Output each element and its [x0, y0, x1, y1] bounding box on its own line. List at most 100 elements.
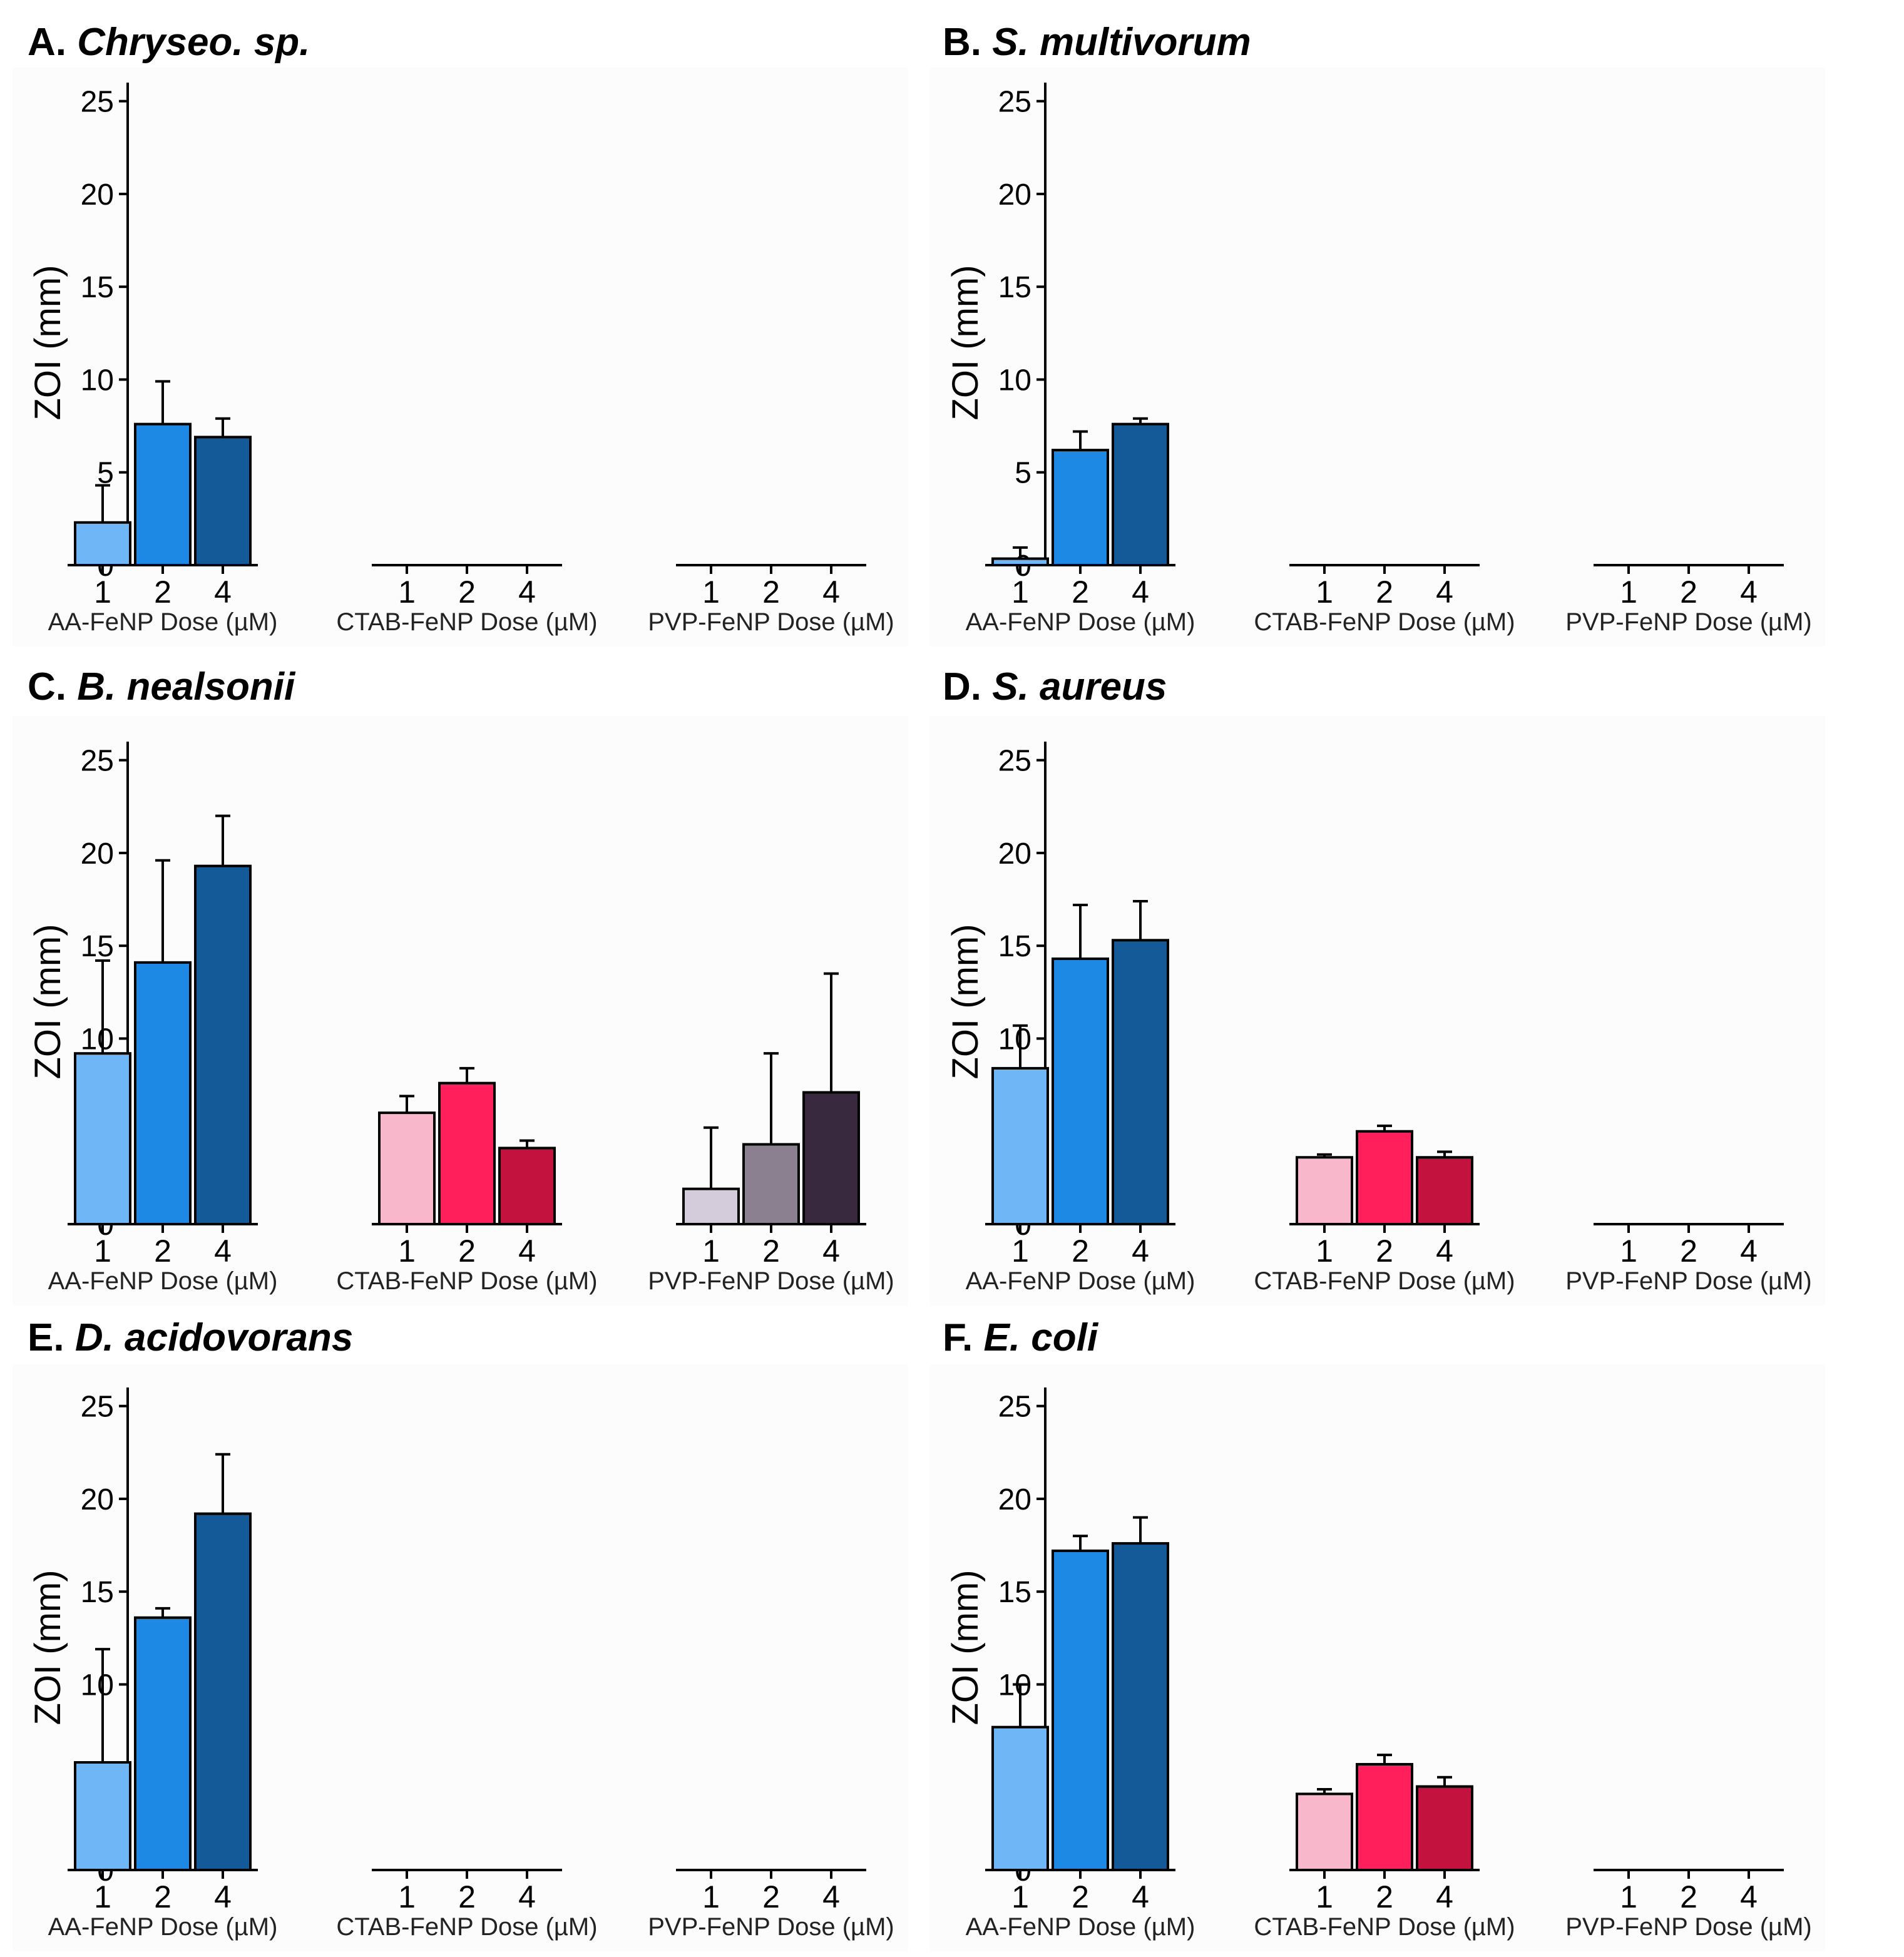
x-tick-label: 1: [1011, 1879, 1029, 1914]
panel-letter: C.: [28, 665, 77, 708]
bar-ctab-fenp-dose-1: [1296, 1156, 1353, 1225]
bar-aa-fenp-dose-4: [194, 1512, 252, 1872]
y-axis-title: ZOI (mm): [945, 924, 986, 1079]
x-axis-title: CTAB-FeNP Dose (µM): [336, 608, 597, 636]
x-tick-label: 2: [1072, 1234, 1089, 1269]
bar-ctab-fenp-dose-2: [438, 1081, 496, 1225]
y-tick-label: 25: [81, 1391, 114, 1424]
y-tick-label: 25: [81, 745, 114, 778]
panel-letter: B.: [943, 21, 992, 64]
x-tick-label: 1: [1316, 1879, 1333, 1914]
x-tick-label: 4: [1132, 575, 1149, 610]
x-axis-title: AA-FeNP Dose (µM): [966, 1267, 1195, 1295]
y-axis-title: ZOI (mm): [945, 265, 986, 420]
bar-aa-fenp-dose-2: [134, 961, 192, 1225]
chart-panel-d: D. S. aureus0510152025ZOI (mm)124AA-FeNP…: [930, 665, 1825, 1306]
y-tick-label: 20: [998, 837, 1031, 871]
panel-title: C. B. nealsonii: [28, 665, 296, 708]
x-tick-label: 4: [214, 575, 232, 610]
x-axis-title: PVP-FeNP Dose (µM): [1565, 608, 1812, 636]
panel-title: E. D. acidovorans: [28, 1316, 353, 1359]
x-tick-label: 1: [702, 1879, 720, 1914]
x-tick-label: 2: [1072, 1879, 1089, 1914]
y-tick-label: 20: [81, 1483, 114, 1516]
bar-pvp-fenp-dose-2: [742, 1143, 800, 1225]
x-tick-label: 2: [1376, 1234, 1393, 1269]
x-tick-label: 4: [1740, 1879, 1758, 1914]
y-tick-label: 15: [81, 930, 114, 963]
bar-ctab-fenp-dose-2: [1356, 1762, 1413, 1872]
y-axis-title: ZOI (mm): [945, 1570, 986, 1725]
y-tick-label: 25: [998, 86, 1031, 119]
x-tick-label: 2: [762, 1234, 780, 1269]
x-axis-title: PVP-FeNP Dose (µM): [1565, 1913, 1812, 1941]
panel-organism: B. nealsonii: [77, 665, 296, 708]
bar-aa-fenp-dose-2: [134, 422, 192, 567]
x-tick-label: 2: [1072, 575, 1089, 610]
x-axis-title: CTAB-FeNP Dose (µM): [1254, 1913, 1515, 1941]
x-tick-label: 1: [1011, 1234, 1029, 1269]
x-tick-label: 1: [398, 1234, 416, 1269]
y-axis-title: ZOI (mm): [28, 924, 68, 1079]
x-tick-label: 1: [702, 575, 720, 610]
panel-organism: S. aureus: [992, 665, 1167, 708]
x-tick-label: 4: [1436, 1879, 1453, 1914]
panel-title: B. S. multivorum: [943, 21, 1251, 64]
panel-title: A. Chryseo. sp.: [28, 21, 310, 64]
x-tick-label: 1: [398, 1879, 416, 1914]
x-tick-label: 4: [822, 575, 840, 610]
bar-aa-fenp-dose-1: [991, 1066, 1049, 1226]
x-tick-label: 2: [1376, 1879, 1393, 1914]
x-tick-label: 2: [458, 1234, 476, 1269]
x-tick-label: 4: [1740, 575, 1758, 610]
bar-aa-fenp-dose-1: [74, 1761, 131, 1872]
bar-aa-fenp-dose-4: [1112, 939, 1169, 1225]
bar-aa-fenp-dose-1: [74, 521, 131, 566]
y-tick-label: 15: [998, 1576, 1031, 1609]
x-tick-label: 1: [1316, 1234, 1333, 1269]
y-axis-title: ZOI (mm): [28, 1570, 68, 1725]
y-tick-label: 20: [998, 1483, 1031, 1516]
panel-organism: E. coli: [983, 1316, 1098, 1359]
y-tick-label: 10: [998, 1023, 1031, 1056]
y-tick-label: 15: [81, 271, 114, 304]
x-axis-title: PVP-FeNP Dose (µM): [648, 1267, 894, 1295]
panel-organism: Chryseo. sp.: [77, 21, 310, 64]
bar-ctab-fenp-dose-2: [1356, 1130, 1413, 1225]
panel-title: F. E. coli: [943, 1316, 1099, 1359]
x-axis-title: PVP-FeNP Dose (µM): [1565, 1267, 1812, 1295]
panel-letter: F.: [943, 1316, 983, 1359]
y-tick-label: 25: [998, 1391, 1031, 1424]
x-tick-label: 1: [1620, 1879, 1637, 1914]
y-tick-label: 20: [998, 178, 1031, 212]
x-axis-title: CTAB-FeNP Dose (µM): [1254, 608, 1515, 636]
x-tick-label: 1: [1011, 575, 1029, 610]
chart-panel-c: C. B. nealsonii0510152025ZOI (mm)124AA-F…: [13, 665, 908, 1306]
x-tick-label: 2: [762, 575, 780, 610]
bar-pvp-fenp-dose-4: [802, 1091, 860, 1225]
x-tick-label: 4: [518, 1879, 536, 1914]
x-tick-label: 1: [1316, 575, 1333, 610]
x-axis-title: CTAB-FeNP Dose (µM): [336, 1913, 597, 1941]
y-tick-label: 20: [81, 178, 114, 212]
x-tick-label: 1: [1620, 575, 1637, 610]
bar-aa-fenp-dose-2: [1052, 1549, 1109, 1871]
x-tick-label: 2: [154, 1234, 171, 1269]
y-tick-label: 5: [1015, 457, 1031, 490]
y-tick-label: 25: [81, 86, 114, 119]
chart-panel-b: B. S. multivorum0510152025ZOI (mm)124AA-…: [930, 21, 1825, 646]
x-tick-label: 4: [1132, 1879, 1149, 1914]
y-tick-label: 10: [81, 1023, 114, 1056]
x-axis-title: AA-FeNP Dose (µM): [966, 608, 1195, 636]
x-tick-label: 2: [762, 1879, 780, 1914]
x-tick-label: 2: [1680, 1234, 1697, 1269]
y-tick-label: 15: [998, 930, 1031, 963]
y-tick-label: 15: [998, 271, 1031, 304]
chart-panel-a: A. Chryseo. sp.0510152025ZOI (mm)124AA-F…: [13, 21, 908, 646]
x-tick-label: 4: [1132, 1234, 1149, 1269]
bar-aa-fenp-dose-4: [1112, 422, 1169, 567]
bar-aa-fenp-dose-1: [991, 1725, 1049, 1871]
y-tick-label: 15: [81, 1576, 114, 1609]
